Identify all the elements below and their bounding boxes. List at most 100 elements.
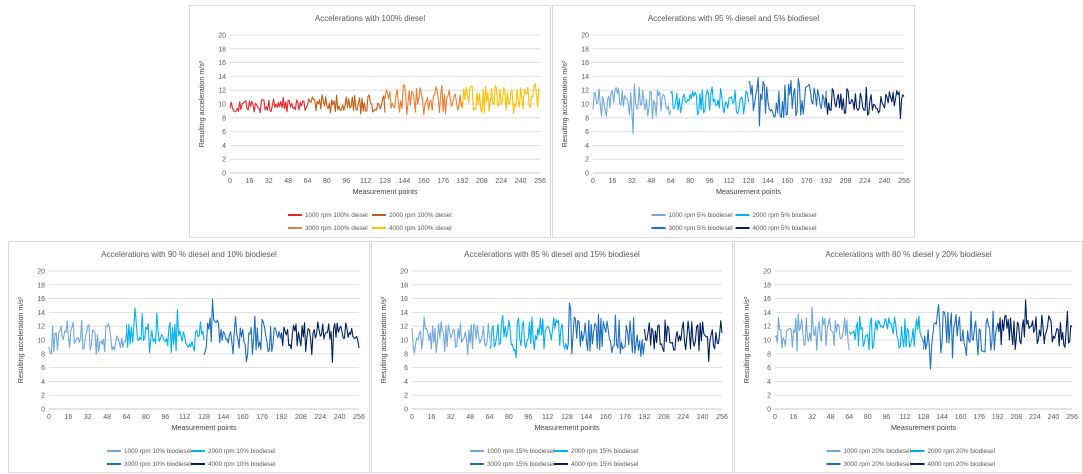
x-tick-label: 256 — [353, 414, 365, 421]
y-tick-label: 16 — [400, 296, 408, 303]
y-tick-label: 14 — [37, 310, 45, 317]
y-tick-label: 10 — [37, 338, 45, 345]
legend-entry: 3000 rpm 15% biodiesel — [487, 461, 555, 468]
series-line-2 — [848, 315, 925, 351]
chart-title: Accelerations with 100% diesel — [315, 14, 426, 23]
x-tick-label: 192 — [992, 414, 1004, 421]
y-tick-label: 4 — [767, 379, 771, 386]
y-axis-label: Resulting acceleration m/s² — [16, 296, 25, 383]
x-tick-label: 176 — [973, 414, 985, 421]
chart-panel-15-biodiesel: Accelerations with 85 % diesel and 15% b… — [371, 241, 733, 473]
y-tick-label: 20 — [218, 33, 226, 40]
legend-entry: 3000 rpm 5% biodiesel — [669, 225, 733, 232]
x-tick-label: 224 — [495, 178, 507, 185]
x-tick-label: 16 — [245, 178, 253, 185]
y-tick-label: 2 — [222, 157, 226, 164]
y-tick-label: 2 — [404, 393, 408, 400]
x-tick-label: 64 — [304, 178, 312, 185]
series-line-3 — [384, 84, 464, 116]
y-tick-label: 0 — [41, 407, 45, 414]
legend-entry: 3000 rpm 100% diesel — [305, 225, 368, 232]
x-tick-label: 128 — [743, 178, 755, 185]
x-tick-label: 48 — [647, 178, 655, 185]
y-tick-label: 20 — [400, 269, 408, 276]
y-tick-label: 18 — [218, 46, 226, 53]
y-tick-label: 20 — [37, 269, 45, 276]
x-tick-label: 64 — [486, 414, 494, 421]
x-tick-label: 0 — [773, 414, 777, 421]
x-tick-label: 176 — [256, 414, 268, 421]
x-tick-label: 192 — [276, 414, 288, 421]
series-line-4 — [461, 82, 541, 115]
x-tick-label: 160 — [955, 414, 967, 421]
x-tick-label: 240 — [879, 178, 891, 185]
x-tick-label: 32 — [84, 414, 92, 421]
x-tick-label: 144 — [399, 178, 411, 185]
x-tick-label: 96 — [882, 414, 890, 421]
chart-title: Accelerations with 95 % diesel and 5% bi… — [648, 14, 819, 23]
y-tick-label: 18 — [581, 46, 589, 53]
x-tick-label: 32 — [265, 178, 273, 185]
y-tick-label: 0 — [404, 407, 408, 414]
x-tick-label: 160 — [418, 178, 430, 185]
x-tick-label: 192 — [820, 178, 832, 185]
y-tick-label: 12 — [763, 324, 771, 331]
x-tick-label: 160 — [600, 414, 612, 421]
series-line-1 — [229, 97, 308, 114]
x-tick-label: 0 — [410, 414, 414, 421]
y-tick-label: 16 — [218, 60, 226, 67]
x-tick-label: 16 — [64, 414, 72, 421]
y-tick-label: 10 — [581, 102, 589, 109]
x-tick-label: 16 — [427, 414, 435, 421]
legend-entry: 1000 rpm 10% biodiesel — [124, 448, 192, 455]
y-tick-label: 18 — [37, 282, 45, 289]
x-tick-label: 32 — [447, 414, 455, 421]
y-tick-label: 6 — [585, 129, 589, 136]
x-tick-label: 128 — [379, 178, 391, 185]
x-tick-label: 144 — [936, 414, 948, 421]
y-tick-label: 2 — [767, 393, 771, 400]
chart-panel-100-diesel: Accelerations with 100% diesel 0 2 4 6 8 10 12 1… — [189, 5, 551, 238]
x-tick-label: 208 — [1010, 414, 1022, 421]
legend-entry: 3000 rpm 10% biodiesel — [124, 461, 192, 468]
y-tick-label: 4 — [585, 143, 589, 150]
x-tick-label: 240 — [515, 178, 527, 185]
series-line-2 — [125, 307, 205, 354]
y-tick-label: 20 — [581, 33, 589, 40]
chart-panel-5-biodiesel: Accelerations with 95 % diesel and 5% bi… — [552, 5, 915, 238]
x-tick-label: 64 — [123, 414, 131, 421]
x-axis-label: Measurement points — [352, 187, 418, 196]
y-tick-label: 8 — [585, 115, 589, 122]
x-tick-label: 176 — [437, 178, 449, 185]
y-tick-label: 12 — [37, 324, 45, 331]
y-tick-label: 14 — [218, 74, 226, 81]
x-tick-label: 112 — [179, 414, 190, 421]
x-tick-label: 80 — [142, 414, 150, 421]
legend-entry: 2000 rpm 100% diesel — [389, 212, 452, 219]
x-tick-label: 208 — [476, 178, 488, 185]
legend-entry: 1000 rpm 100% diesel — [305, 212, 368, 219]
legend-entry: 1000 rpm 5% biodiesel — [669, 212, 733, 219]
y-axis-label: Resulting acceleration m/s² — [742, 296, 751, 383]
x-tick-label: 16 — [790, 414, 798, 421]
x-tick-label: 176 — [619, 414, 631, 421]
y-tick-label: 4 — [404, 379, 408, 386]
x-tick-label: 112 — [899, 414, 910, 421]
y-tick-label: 18 — [763, 282, 771, 289]
chart-svg: Accelerations with 90 % diesel and 10% b… — [16, 250, 365, 468]
series-line-1 — [411, 316, 491, 356]
legend-entry: 2000 rpm 10% biodiesel — [208, 448, 276, 455]
y-tick-label: 12 — [400, 324, 408, 331]
x-tick-label: 32 — [628, 178, 636, 185]
x-tick-label: 176 — [801, 178, 813, 185]
x-tick-label: 144 — [581, 414, 593, 421]
x-tick-label: 144 — [762, 178, 774, 185]
x-tick-label: 80 — [864, 414, 872, 421]
legend-entry: 4000 rpm 15% biodiesel — [571, 461, 639, 468]
x-tick-label: 224 — [677, 414, 689, 421]
x-tick-label: 128 — [918, 414, 930, 421]
x-tick-label: 224 — [314, 414, 326, 421]
x-tick-label: 240 — [334, 414, 346, 421]
x-tick-label: 128 — [198, 414, 210, 421]
x-axis-label: Measurement points — [891, 423, 957, 432]
